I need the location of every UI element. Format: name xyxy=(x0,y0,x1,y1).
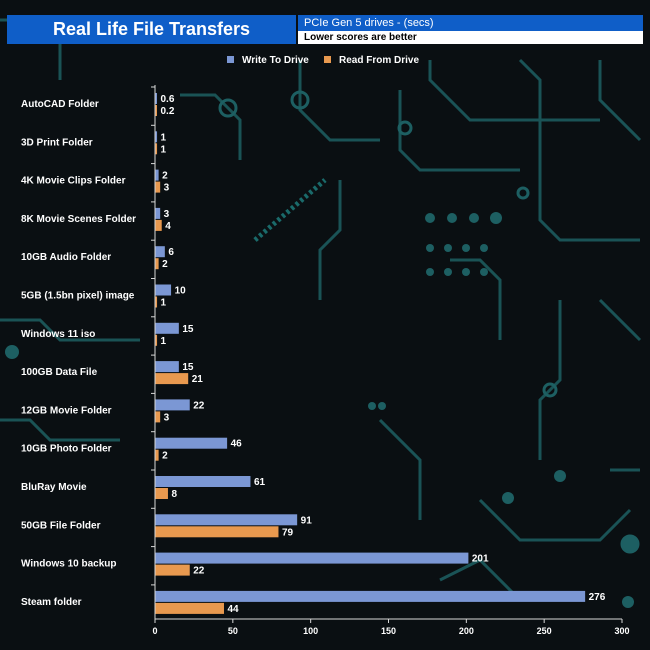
data-label: 3 xyxy=(164,209,170,220)
data-label: 6 xyxy=(168,247,174,258)
data-label: 44 xyxy=(227,604,239,615)
category-label: 12GB Movie Folder xyxy=(21,405,112,416)
category-label: 100GB Data File xyxy=(21,367,98,378)
data-label: 10 xyxy=(175,286,187,297)
data-label: 79 xyxy=(282,527,294,538)
category-label: 3D Print Folder xyxy=(21,137,93,148)
bar xyxy=(155,258,159,270)
data-label: 61 xyxy=(254,477,266,488)
legend-label: Write To Drive xyxy=(242,55,309,66)
bar xyxy=(155,411,161,423)
x-tick-label: 200 xyxy=(459,626,474,636)
bar xyxy=(155,526,279,538)
bar xyxy=(155,334,158,346)
bar xyxy=(155,564,190,576)
bar xyxy=(155,449,159,461)
data-label: 2 xyxy=(162,259,168,270)
chart-note: Lower scores are better xyxy=(298,31,643,44)
data-label: 91 xyxy=(301,515,313,526)
bar xyxy=(155,169,159,181)
bar xyxy=(155,131,158,143)
category-label: AutoCAD Folder xyxy=(21,99,99,110)
x-tick-label: 300 xyxy=(614,626,629,636)
data-label: 4 xyxy=(165,221,171,232)
legend-swatch xyxy=(227,56,234,63)
category-label: 4K Movie Clips Folder xyxy=(21,176,126,187)
bar xyxy=(155,181,161,193)
category-label: Steam folder xyxy=(21,597,82,608)
data-label: 201 xyxy=(472,554,489,565)
category-label: 8K Movie Scenes Folder xyxy=(21,214,136,225)
bar xyxy=(155,246,165,258)
subtitle-panel: PCIe Gen 5 drives - (secs) Lower scores … xyxy=(298,15,643,44)
data-label: 0.6 xyxy=(161,94,175,105)
data-label: 2 xyxy=(162,451,168,462)
data-label: 22 xyxy=(193,566,205,577)
data-label: 15 xyxy=(182,324,194,335)
chart-title: Real Life File Transfers xyxy=(7,15,296,44)
data-label: 1 xyxy=(161,132,167,143)
x-tick-label: 0 xyxy=(152,626,157,636)
category-label: 50GB File Folder xyxy=(21,520,101,531)
x-tick-label: 150 xyxy=(381,626,396,636)
data-label: 3 xyxy=(164,183,170,194)
x-tick-label: 50 xyxy=(228,626,238,636)
bar xyxy=(155,93,157,104)
legend-label: Read From Drive xyxy=(339,55,419,66)
bar xyxy=(155,514,298,526)
bar xyxy=(155,361,179,373)
data-label: 1 xyxy=(161,298,167,309)
data-label: 0.2 xyxy=(161,106,175,117)
bar xyxy=(155,552,469,564)
bar xyxy=(155,437,228,449)
data-label: 3 xyxy=(164,412,170,423)
data-label: 15 xyxy=(182,362,194,373)
bar xyxy=(155,296,158,308)
bar xyxy=(155,207,161,219)
bar xyxy=(155,143,158,155)
bar xyxy=(155,488,168,499)
data-label: 22 xyxy=(193,400,205,411)
category-label: 10GB Audio Folder xyxy=(21,252,111,263)
category-label: 10GB Photo Folder xyxy=(21,444,112,455)
data-label: 46 xyxy=(231,439,243,450)
x-tick-label: 100 xyxy=(303,626,318,636)
bar xyxy=(155,219,162,231)
x-tick-label: 250 xyxy=(537,626,552,636)
data-label: 8 xyxy=(171,489,177,500)
bar xyxy=(155,373,189,385)
data-label: 1 xyxy=(161,336,167,347)
bar xyxy=(155,602,224,614)
category-label: 5GB (1.5bn pixel) image xyxy=(21,291,135,302)
legend-swatch xyxy=(324,56,331,63)
data-label: 1 xyxy=(161,144,167,155)
category-label: Windows 11 iso xyxy=(21,329,95,340)
bar xyxy=(155,590,586,602)
bar xyxy=(155,399,190,411)
data-label: 2 xyxy=(162,171,168,182)
category-label: BluRay Movie xyxy=(21,482,87,493)
bar xyxy=(155,105,157,116)
bar xyxy=(155,476,251,487)
data-label: 276 xyxy=(589,592,606,603)
data-label: 21 xyxy=(192,374,204,385)
chart-subtitle: PCIe Gen 5 drives - (secs) xyxy=(298,15,643,31)
bar xyxy=(155,284,172,296)
category-label: Windows 10 backup xyxy=(21,559,116,570)
bar xyxy=(155,322,179,334)
